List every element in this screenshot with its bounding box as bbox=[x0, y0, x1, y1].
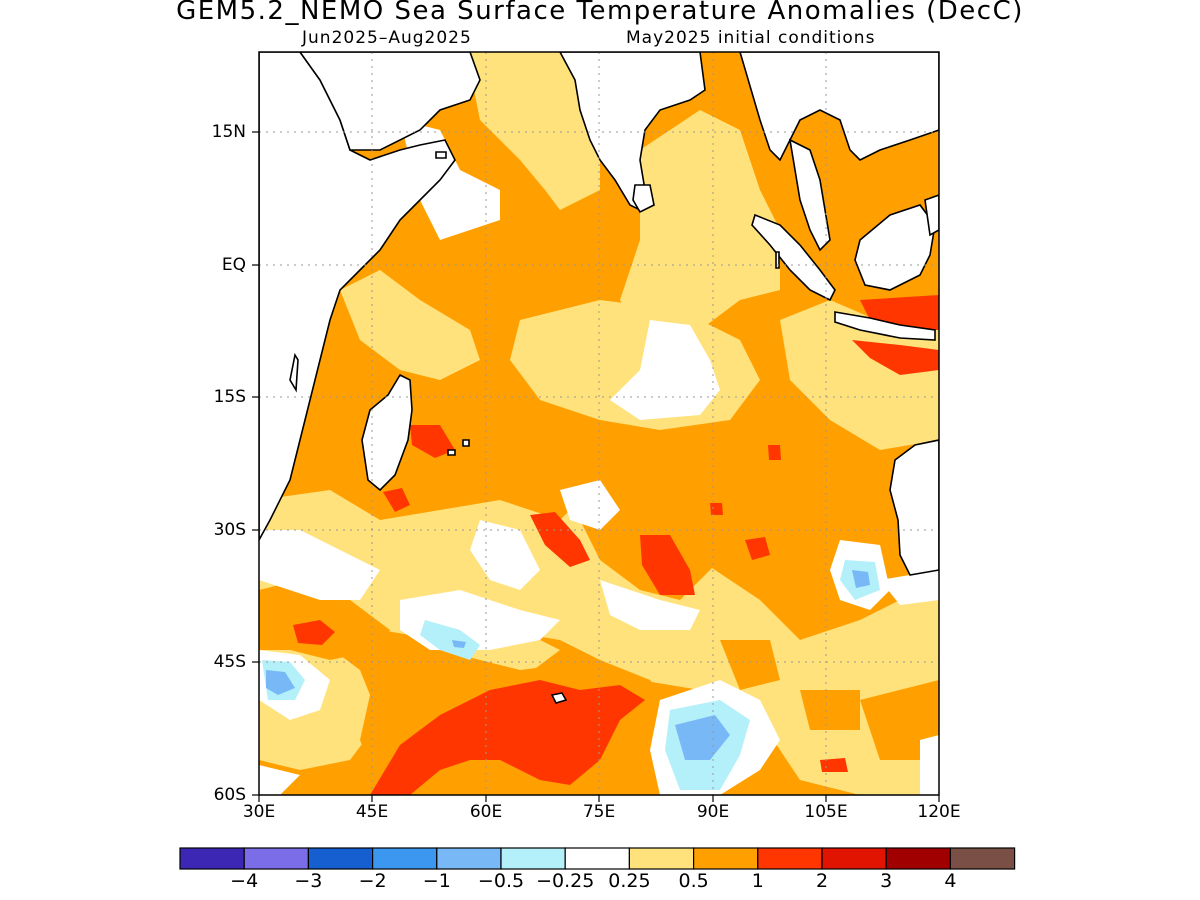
land-masses bbox=[259, 52, 939, 704]
anomaly-100-200-regions bbox=[293, 295, 939, 795]
colorbar bbox=[179, 847, 1016, 870]
java-land bbox=[834, 311, 936, 341]
lat-label-30s: 30S bbox=[213, 520, 246, 540]
colorbar-label: 0.5 bbox=[678, 870, 709, 892]
colorbar-label: −3 bbox=[294, 870, 323, 892]
lat-label-60s: 60S bbox=[213, 785, 246, 805]
colorbar-swatch bbox=[307, 847, 374, 870]
colorbar-label: 0.25 bbox=[608, 870, 651, 892]
anomaly-neg050-100-regions bbox=[266, 570, 870, 760]
sri-lanka-land bbox=[632, 184, 655, 214]
colorbar-swatch bbox=[885, 847, 952, 870]
colorbar-swatch bbox=[564, 847, 631, 870]
initial-conditions: May2025 initial conditions bbox=[626, 28, 876, 48]
colorbar-label: −4 bbox=[230, 870, 259, 892]
map-area bbox=[259, 52, 939, 795]
colorbar-label: −2 bbox=[358, 870, 387, 892]
lon-label-90e: 90E bbox=[696, 802, 730, 822]
lon-label-45e: 45E bbox=[355, 802, 389, 822]
maldives-island bbox=[775, 251, 780, 269]
colorbar-label: −0.25 bbox=[536, 870, 595, 892]
lat-label-eq: EQ bbox=[221, 255, 246, 275]
sumatra-land bbox=[751, 213, 836, 302]
colorbar-label: −0.5 bbox=[477, 870, 525, 892]
forecast-period: Jun2025–Aug2025 bbox=[302, 28, 472, 48]
colorbar-label: 1 bbox=[751, 870, 764, 892]
colorbar-label: 3 bbox=[880, 870, 893, 892]
colorbar-swatch bbox=[243, 847, 309, 870]
sulawesi-land bbox=[924, 194, 939, 237]
colorbar-swatch bbox=[692, 847, 759, 870]
colorbar-swatch bbox=[628, 847, 695, 870]
socotra-island bbox=[435, 151, 447, 159]
lon-label-105e: 105E bbox=[804, 802, 848, 822]
lon-label-75e: 75E bbox=[582, 802, 616, 822]
colorbar-swatch bbox=[821, 847, 887, 870]
malay-peninsula-land bbox=[788, 138, 831, 252]
colorbar-label: −1 bbox=[422, 870, 451, 892]
colorbar-swatch bbox=[179, 847, 245, 870]
colorbar-label: 2 bbox=[815, 870, 829, 892]
axis-ticks bbox=[252, 131, 940, 802]
colorbar-swatch bbox=[500, 847, 566, 870]
lat-label-15n: 15N bbox=[211, 122, 246, 142]
colorbar-swatch bbox=[372, 847, 438, 870]
lon-label-30e: 30E bbox=[242, 802, 276, 822]
chart-title: GEM5.2_NEMO Sea Surface Temperature Anom… bbox=[176, 0, 1024, 26]
australia-land bbox=[889, 439, 939, 576]
colorbar-swatch bbox=[436, 847, 502, 870]
lat-label-15s: 15S bbox=[213, 387, 246, 407]
comoros-island bbox=[289, 352, 299, 393]
graticule bbox=[259, 52, 939, 795]
arabia-land bbox=[299, 52, 481, 151]
madagascar-land bbox=[361, 373, 413, 492]
kerguelen-island bbox=[550, 692, 568, 704]
colorbar-swatch bbox=[757, 847, 823, 870]
lon-label-60e: 60E bbox=[469, 802, 503, 822]
mauritius-island bbox=[447, 449, 456, 456]
colorbar-label: 4 bbox=[944, 870, 957, 892]
southeast-asia-land bbox=[739, 52, 939, 162]
lat-label-45s: 45S bbox=[213, 652, 246, 672]
reunion-island bbox=[462, 439, 470, 447]
lon-label-120e: 120E bbox=[917, 802, 961, 822]
colorbar-swatch bbox=[949, 847, 1016, 870]
